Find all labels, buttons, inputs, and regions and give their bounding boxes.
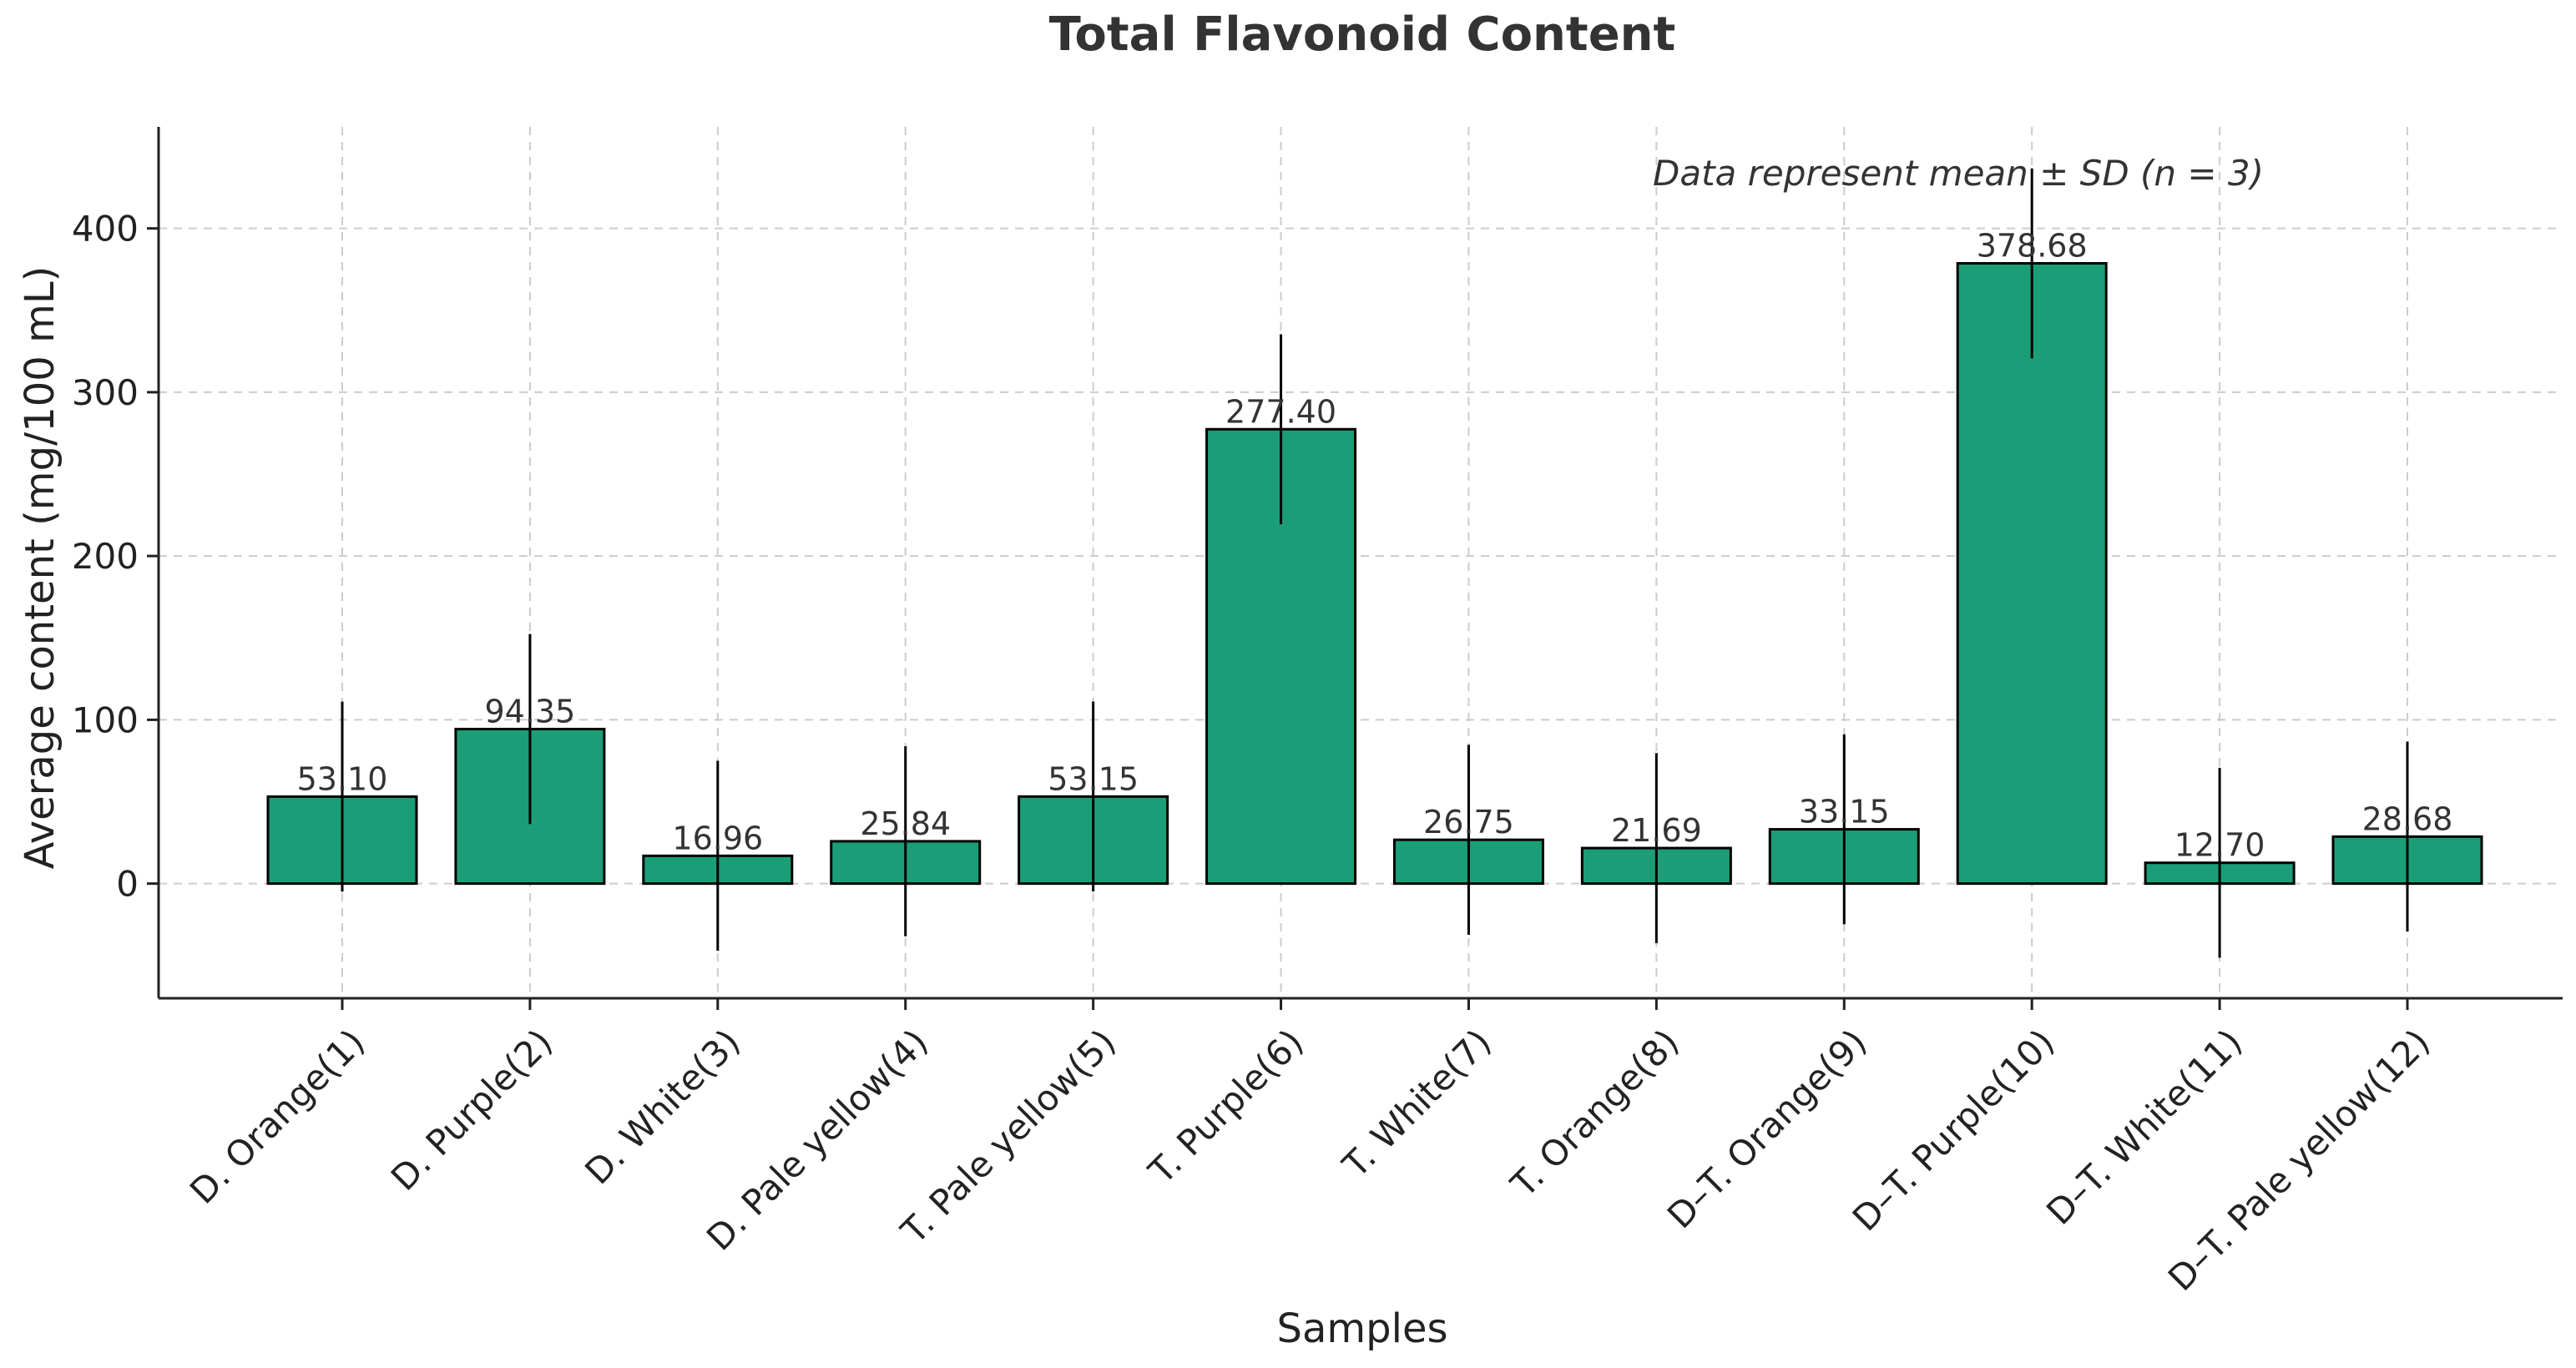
bar xyxy=(1956,262,2108,886)
x-tick-label: D–T. White(11) xyxy=(2038,1022,2250,1233)
y-tick-label: 300 xyxy=(72,372,139,413)
axes xyxy=(157,127,2563,1000)
y-ticks: 0 100 200 300 400 xyxy=(72,209,159,905)
error-bars-group xyxy=(341,168,2409,958)
y-tick-label: 400 xyxy=(72,209,139,250)
y-axis-label: Average content (mg/100 mL) xyxy=(17,266,63,870)
x-tick-label: T. Purple(6) xyxy=(1140,1022,1311,1193)
value-label: 277.40 xyxy=(1225,393,1336,430)
value-label: 26.75 xyxy=(1423,804,1514,840)
x-tick-label: D. White(3) xyxy=(577,1022,748,1193)
y-tick-label: 200 xyxy=(72,536,139,577)
value-label: 94.35 xyxy=(485,693,576,729)
x-ticks: D. Orange(1) D. Purple(2) D. White(3)D. Pa… xyxy=(182,998,2437,1299)
value-labels-group: 53.10 94.35 16.96 25.84 53.15 277.40 26.75 21.6… xyxy=(297,228,2453,864)
value-label: 53.15 xyxy=(1048,760,1139,797)
x-axis-label: Samples xyxy=(1277,1305,1448,1352)
value-label: 25.84 xyxy=(860,805,951,842)
value-label: 16.96 xyxy=(672,820,763,856)
bars-group xyxy=(266,262,2483,886)
value-label: 21.69 xyxy=(1611,812,1702,849)
y-tick-label: 0 xyxy=(116,864,139,905)
value-label: 28.68 xyxy=(2362,800,2453,837)
x-tick-label: T. Orange(8) xyxy=(1503,1022,1687,1206)
x-tick-label: D. Orange(1) xyxy=(182,1022,372,1212)
value-label: 53.10 xyxy=(297,760,388,797)
x-tick-label: D–T. Purple(10) xyxy=(1845,1022,2063,1239)
x-tick-label: D. Purple(2) xyxy=(383,1022,560,1199)
x-tick-label: T. White(7) xyxy=(1334,1022,1498,1186)
value-label: 33.15 xyxy=(1799,794,1890,830)
x-tick-label: D–T. Orange(9) xyxy=(1659,1022,1875,1237)
y-tick-label: 100 xyxy=(72,699,139,740)
chart-title: Total Flavonoid Content xyxy=(1049,8,1676,62)
chart-annotation: Data represent mean ± SD (n = 3) xyxy=(1653,153,2264,194)
bar xyxy=(1205,427,1357,886)
value-label: 12.70 xyxy=(2174,827,2265,864)
value-label: 378.68 xyxy=(1977,228,2088,265)
